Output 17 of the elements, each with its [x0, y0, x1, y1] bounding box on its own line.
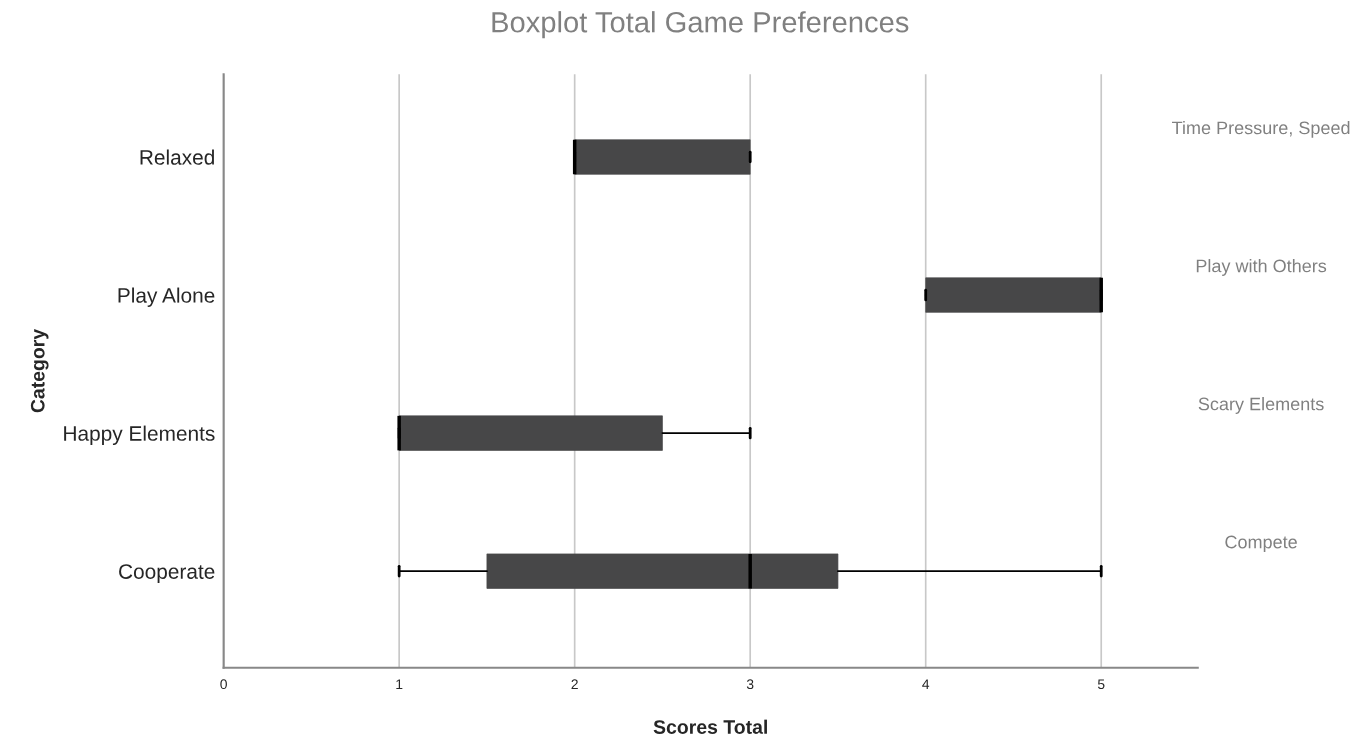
y-tick-label: Relaxed	[140, 149, 214, 165]
chart-title: Boxplot Total Game Preferences	[492, 11, 909, 39]
x-tick-label: 5	[1097, 679, 1105, 690]
x-tick-label: 1	[396, 679, 403, 689]
y-tick-label: Cooperate	[119, 564, 215, 584]
annotation: Time Pressure, Speed	[1172, 121, 1350, 138]
x-tick-label: 4	[922, 679, 930, 689]
text: Scary Elements	[1198, 397, 1324, 414]
y-axis-title: Category	[30, 328, 49, 413]
x-tick-label: 2	[571, 679, 578, 689]
y-tick-label: Happy Elements	[64, 425, 215, 445]
x-tick-label: 0	[220, 679, 227, 690]
annotation: Play with Others	[1196, 259, 1327, 276]
x-tick-label: 3	[746, 679, 754, 690]
x-axis-title: Scores Total	[653, 719, 767, 734]
y-tick-label: Play Alone	[118, 287, 215, 307]
text: Compete	[1225, 535, 1297, 552]
